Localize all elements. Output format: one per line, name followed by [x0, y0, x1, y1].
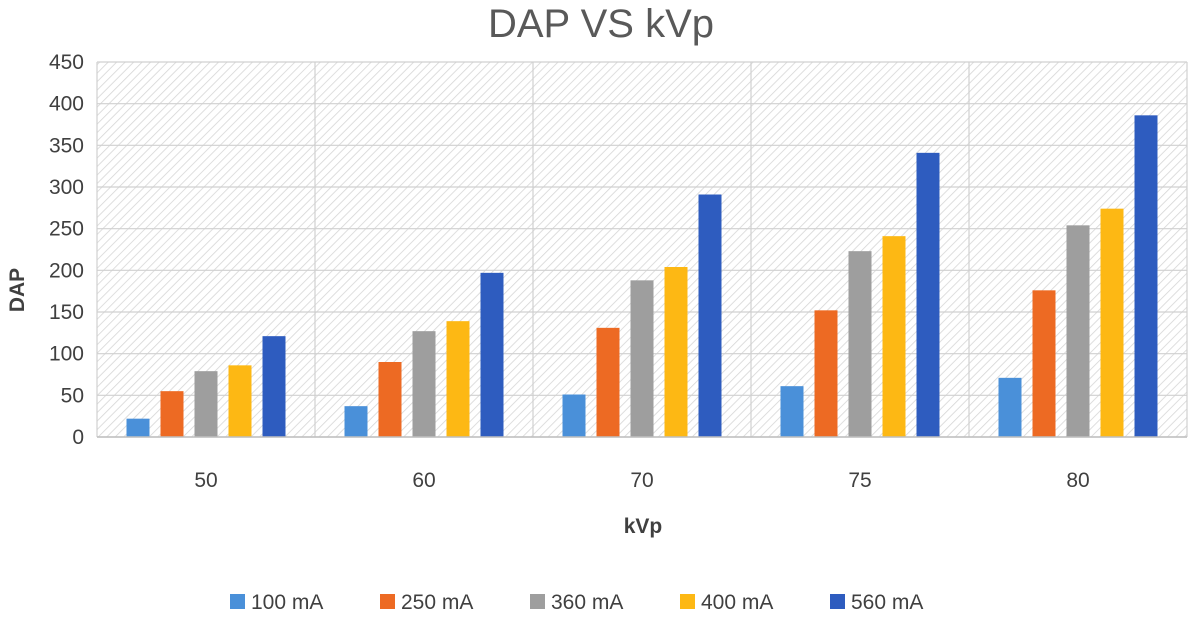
y-tick-label: 400	[49, 93, 84, 116]
y-tick-label: 200	[49, 259, 84, 282]
legend-swatch	[830, 594, 845, 609]
y-axis: 0 50 100 150 200 250 300 350 400 450	[49, 51, 84, 449]
bar-100-mA-kvp-70	[562, 394, 586, 437]
bar-400-mA-kvp-75	[882, 236, 906, 437]
bar-360-mA-kvp-75	[848, 251, 872, 437]
y-tick-label: 100	[49, 343, 84, 366]
legend: 100 mA 250 mA 360 mA 400 mA 560 mA	[230, 591, 923, 614]
x-tick-label-60: 60	[412, 469, 435, 492]
bar-360-mA-kvp-80	[1066, 225, 1090, 437]
bar-560-mA-kvp-75	[916, 152, 940, 438]
legend-label: 360 mA	[551, 591, 623, 614]
bar-560-mA-kvp-50	[262, 336, 286, 437]
legend-item-400-mA: 400 mA	[680, 591, 773, 614]
bar-360-mA-kvp-50	[194, 371, 218, 437]
legend-label: 250 mA	[401, 591, 473, 614]
bar-250-mA-kvp-50	[160, 391, 184, 437]
bar-100-mA-kvp-80	[998, 377, 1022, 437]
legend-label: 400 mA	[701, 591, 773, 614]
bar-360-mA-kvp-70	[630, 280, 654, 437]
y-axis-title: DAP	[6, 268, 29, 312]
bar-360-mA-kvp-60	[412, 331, 436, 437]
y-tick-label: 50	[61, 384, 84, 407]
chart-title: DAP VS kVp	[488, 2, 714, 46]
bar-100-mA-kvp-75	[780, 386, 804, 437]
bar-560-mA-kvp-70	[698, 194, 722, 437]
x-tick-label-70: 70	[630, 469, 653, 492]
y-tick-label: 150	[49, 301, 84, 324]
bars	[126, 115, 1158, 438]
bar-560-mA-kvp-60	[480, 272, 504, 437]
bar-400-mA-kvp-80	[1100, 208, 1124, 437]
x-tick-label-75: 75	[848, 469, 871, 492]
y-tick-label: 450	[49, 51, 84, 74]
bar-250-mA-kvp-80	[1032, 290, 1056, 437]
legend-label: 100 mA	[251, 591, 323, 614]
y-tick-label: 300	[49, 176, 84, 199]
y-tick-label: 250	[49, 218, 84, 241]
legend-item-250-mA: 250 mA	[380, 591, 473, 614]
x-axis-title: kVp	[624, 515, 663, 538]
bar-250-mA-kvp-60	[378, 362, 402, 437]
bar-400-mA-kvp-70	[664, 267, 688, 437]
x-tick-label-50: 50	[194, 469, 217, 492]
x-axis: 50 60 70 75 80	[97, 436, 1187, 492]
bar-400-mA-kvp-50	[228, 365, 252, 437]
y-tick-label: 350	[49, 134, 84, 157]
bar-400-mA-kvp-60	[446, 321, 470, 437]
legend-item-560-mA: 560 mA	[830, 591, 923, 614]
bar-250-mA-kvp-75	[814, 310, 838, 437]
y-tick-label: 0	[72, 426, 84, 449]
legend-item-360-mA: 360 mA	[530, 591, 623, 614]
bar-560-mA-kvp-80	[1134, 115, 1158, 437]
bar-250-mA-kvp-70	[596, 327, 620, 437]
legend-label: 560 mA	[851, 591, 923, 614]
legend-swatch	[680, 594, 695, 609]
legend-swatch	[380, 594, 395, 609]
x-tick-label-80: 80	[1066, 469, 1089, 492]
bar-100-mA-kvp-60	[344, 406, 368, 437]
legend-swatch	[230, 594, 245, 609]
bar-100-mA-kvp-50	[126, 418, 150, 437]
legend-swatch	[530, 594, 545, 609]
legend-item-100-mA: 100 mA	[230, 591, 323, 614]
